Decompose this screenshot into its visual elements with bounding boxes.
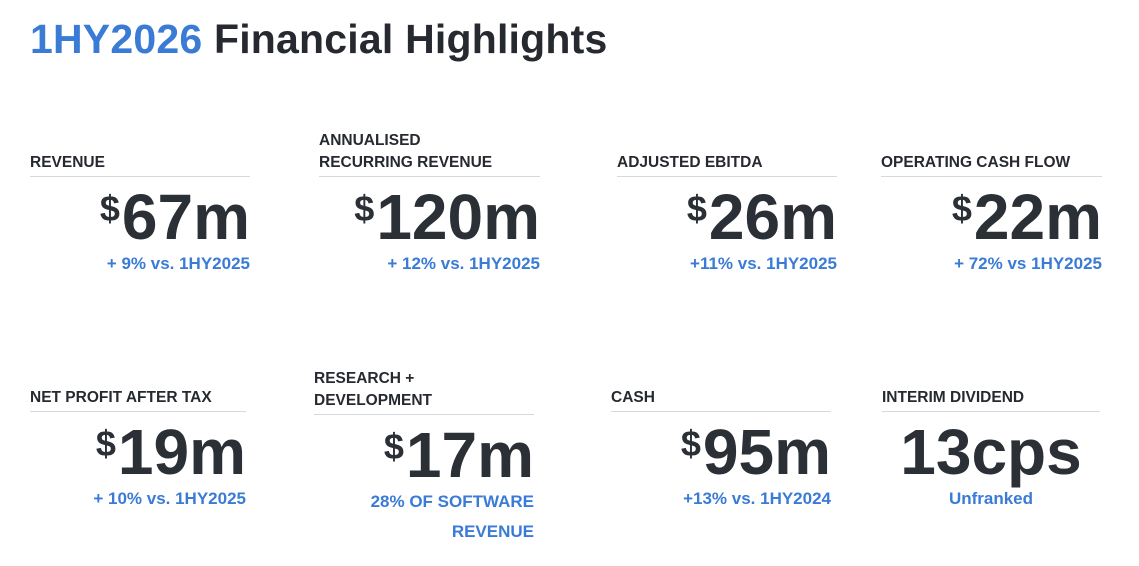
kpi-label: INTERIM DIVIDEND: [882, 387, 1100, 412]
kpi-amount: 67m: [121, 181, 250, 253]
kpi-value: 13cps: [882, 420, 1100, 484]
kpi-interim-dividend: INTERIM DIVIDEND 13cps Unfranked: [882, 387, 1100, 514]
kpi-adjusted-ebitda: ADJUSTED EBITDA $26m +11% vs. 1HY2025: [617, 152, 837, 279]
page-title: 1HY2026 Financial Highlights: [30, 16, 608, 63]
kpi-value: $22m: [881, 185, 1102, 249]
kpi-value: $17m: [314, 423, 534, 487]
kpi-comparison: +13% vs. 1HY2024: [683, 489, 831, 508]
kpi-comparison: + 10% vs. 1HY2025: [93, 489, 246, 508]
currency-symbol: $: [95, 423, 116, 464]
kpi-comparison: 28% OF SOFTWARE REVENUE: [314, 487, 534, 547]
currency-symbol: $: [951, 188, 972, 229]
kpi-label: REVENUE: [30, 152, 250, 177]
kpi-comparison: + 9% vs. 1HY2025: [106, 254, 250, 273]
currency-symbol: $: [99, 188, 120, 229]
kpi-label-line: RECURRING REVENUE: [319, 154, 493, 171]
kpi-comparison: Unfranked: [948, 489, 1034, 508]
kpi-value: $67m: [30, 185, 250, 249]
kpi-label: OPERATING CASH FLOW: [881, 152, 1102, 177]
kpi-label: ANNUALISED RECURRING REVENUE: [319, 130, 540, 177]
kpi-value: $19m: [30, 420, 246, 484]
kpi-cash: CASH $95m +13% vs. 1HY2024: [611, 387, 831, 514]
kpi-label: CASH: [611, 387, 831, 412]
kpi-label: NET PROFIT AFTER TAX: [30, 387, 246, 412]
currency-symbol: $: [383, 426, 404, 467]
title-period: 1HY2026: [30, 16, 203, 62]
kpi-amount: 17m: [405, 419, 534, 491]
currency-symbol: $: [680, 423, 701, 464]
kpi-value: $120m: [319, 185, 540, 249]
kpi-comparison: + 72% vs 1HY2025: [954, 254, 1102, 273]
kpi-research-development: RESEARCH + DEVELOPMENT $17m 28% OF SOFTW…: [314, 368, 534, 547]
kpi-label: RESEARCH + DEVELOPMENT: [314, 368, 534, 415]
kpi-amount: 13cps: [900, 416, 1082, 488]
kpi-amount: 22m: [973, 181, 1102, 253]
kpi-operating-cash-flow: OPERATING CASH FLOW $22m + 72% vs 1HY202…: [881, 152, 1102, 279]
kpi-label-line: ANNUALISED: [319, 132, 421, 149]
currency-symbol: $: [354, 188, 375, 229]
kpi-comparison: + 12% vs. 1HY2025: [387, 254, 540, 273]
kpi-amount: 95m: [702, 416, 831, 488]
kpi-amount: 19m: [117, 416, 246, 488]
kpi-note-line: 28% OF SOFTWARE: [370, 492, 534, 511]
kpi-note-line: REVENUE: [451, 522, 534, 541]
kpi-value: $95m: [611, 420, 831, 484]
kpi-value: $26m: [617, 185, 837, 249]
currency-symbol: $: [686, 188, 707, 229]
kpi-comparison: +11% vs. 1HY2025: [690, 254, 837, 273]
kpi-amount: 26m: [708, 181, 837, 253]
title-text: Financial Highlights: [213, 16, 608, 62]
kpi-label: ADJUSTED EBITDA: [617, 152, 837, 177]
kpi-label-line: DEVELOPMENT: [314, 392, 432, 409]
kpi-revenue: REVENUE $67m + 9% vs. 1HY2025: [30, 152, 250, 279]
kpi-annualised-recurring-revenue: ANNUALISED RECURRING REVENUE $120m + 12%…: [319, 130, 540, 279]
kpi-amount: 120m: [376, 181, 540, 253]
kpi-net-profit-after-tax: NET PROFIT AFTER TAX $19m + 10% vs. 1HY2…: [30, 387, 246, 514]
kpi-label-line: RESEARCH +: [314, 370, 415, 387]
